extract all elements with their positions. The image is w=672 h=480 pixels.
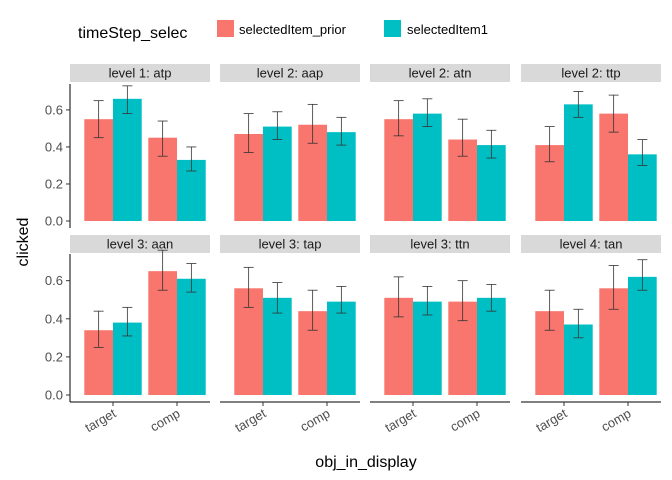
x-tick-label: target bbox=[82, 405, 119, 435]
error-bar bbox=[573, 91, 584, 118]
bar bbox=[327, 301, 356, 395]
y-tick-label: 0.4 bbox=[45, 139, 63, 154]
error-bar bbox=[422, 98, 433, 127]
legend-label-1: selectedItem_prior bbox=[239, 22, 347, 37]
panel-strip bbox=[220, 235, 360, 253]
error-bar bbox=[243, 266, 254, 308]
error-bar bbox=[422, 285, 433, 316]
y-tick-label: 0.4 bbox=[45, 311, 63, 326]
error-bar bbox=[307, 103, 318, 144]
panel-title: level 3: tap bbox=[259, 237, 322, 252]
error-bar bbox=[573, 308, 584, 339]
y-tick-label: 0.0 bbox=[45, 388, 63, 403]
y-tick-label: 0.2 bbox=[45, 349, 63, 364]
panel-title: level 3: ttn bbox=[410, 237, 469, 252]
error-bar bbox=[486, 284, 497, 312]
facet-panels: level 1: atp 0.0 0.2 0.4 0.6 level 2: aap leve… bbox=[45, 64, 661, 435]
error-bar bbox=[637, 139, 648, 166]
panel-strip bbox=[70, 64, 210, 82]
error-bar bbox=[243, 113, 254, 153]
x-axis-label: obj_in_display bbox=[315, 454, 416, 471]
legend-label-2: selectedItem1 bbox=[407, 22, 488, 37]
x-tick-label: comp bbox=[598, 406, 633, 435]
error-bar bbox=[272, 111, 283, 140]
panel-2: level 2: aap bbox=[220, 64, 360, 221]
error-bar bbox=[457, 280, 468, 322]
panel-strip bbox=[370, 235, 510, 253]
bar bbox=[177, 278, 206, 395]
panel-title: level 3: aan bbox=[107, 237, 174, 252]
bar bbox=[263, 297, 292, 395]
error-bar bbox=[122, 85, 133, 115]
panel-title: level 4: tan bbox=[560, 237, 623, 252]
bar bbox=[477, 297, 506, 395]
panel-3: level 2: atn bbox=[370, 64, 510, 221]
error-bar bbox=[608, 265, 619, 310]
error-bar bbox=[393, 276, 404, 318]
error-bar bbox=[157, 249, 168, 291]
y-axis-label: clicked bbox=[15, 218, 32, 267]
panel-title: level 1: atp bbox=[109, 66, 172, 81]
panel-title: level 2: atn bbox=[409, 66, 472, 81]
x-tick-label: target bbox=[382, 405, 419, 435]
x-tick-label: comp bbox=[147, 406, 182, 435]
error-bar bbox=[336, 116, 347, 146]
bar bbox=[113, 98, 142, 221]
panel-strip bbox=[370, 64, 510, 82]
x-tick-label: comp bbox=[447, 406, 482, 435]
error-bar bbox=[457, 118, 468, 157]
panel-1: level 1: atp 0.0 0.2 0.4 0.6 bbox=[45, 64, 210, 229]
error-bar bbox=[393, 100, 404, 137]
panel-8: level 4: tan target comp bbox=[521, 235, 661, 435]
panel-strip bbox=[220, 64, 360, 82]
panel-strip bbox=[521, 235, 661, 253]
bar bbox=[413, 113, 442, 221]
panel-title: level 2: aap bbox=[257, 66, 324, 81]
error-bar bbox=[336, 285, 347, 314]
error-bar bbox=[186, 263, 197, 293]
error-bar bbox=[608, 94, 619, 133]
error-bar bbox=[186, 146, 197, 172]
legend-key-2 bbox=[384, 20, 401, 37]
y-tick-label: 0.6 bbox=[45, 273, 63, 288]
error-bar bbox=[307, 289, 318, 331]
legend-key-1 bbox=[217, 20, 234, 37]
bar bbox=[564, 104, 593, 221]
bar bbox=[413, 301, 442, 395]
error-bar bbox=[544, 126, 555, 163]
panel-5: level 3: aan 0.0 0.2 0.4 0.6 target comp bbox=[45, 235, 210, 435]
panel-title: level 2: ttp bbox=[561, 66, 620, 81]
panel-4: level 2: ttp bbox=[521, 64, 661, 221]
error-bar bbox=[93, 100, 104, 139]
x-tick-label: target bbox=[533, 405, 570, 435]
x-tick-label: target bbox=[232, 405, 269, 435]
legend: timeStep_selec selectedItem_prior selected… bbox=[78, 20, 488, 42]
bar bbox=[628, 276, 657, 395]
bar bbox=[327, 132, 356, 221]
panel-strip bbox=[70, 235, 210, 253]
y-tick-label: 0.2 bbox=[45, 176, 63, 191]
error-bar bbox=[544, 289, 555, 331]
error-bar bbox=[93, 310, 104, 348]
y-tick-label: 0.6 bbox=[45, 102, 63, 117]
y-tick-label: 0.0 bbox=[45, 214, 63, 229]
error-bar bbox=[272, 282, 283, 314]
error-bar bbox=[486, 129, 497, 159]
x-tick-label: comp bbox=[297, 406, 332, 435]
error-bar bbox=[637, 259, 648, 291]
panel-6: level 3: tap target comp bbox=[220, 235, 360, 435]
panel-7: level 3: ttn target comp bbox=[370, 235, 510, 435]
bar bbox=[148, 271, 177, 395]
legend-title: timeStep_selec bbox=[78, 25, 187, 42]
error-bar bbox=[157, 120, 168, 157]
panel-strip bbox=[521, 64, 661, 82]
bar bbox=[263, 126, 292, 221]
error-bar bbox=[122, 306, 133, 337]
